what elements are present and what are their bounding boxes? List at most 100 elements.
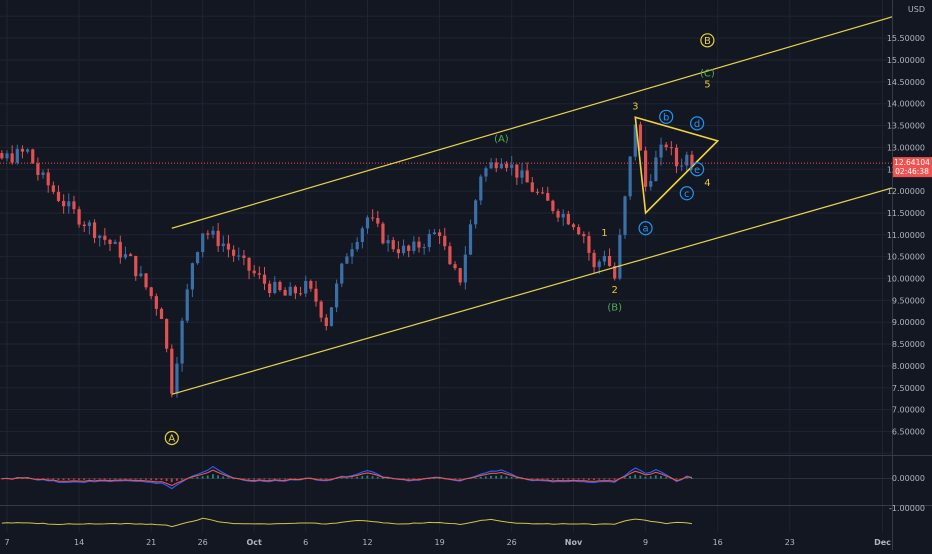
wave-label-sub-a: a [643,224,649,235]
candle-body [669,147,673,149]
candle-body [499,163,503,169]
candle-body [252,270,256,274]
candle-body [149,287,153,297]
candle-body [345,256,349,264]
candle-body [489,162,493,169]
osc-histogram-bar [598,478,601,480]
candle-body [484,168,488,177]
candle-body [633,124,637,157]
candle-body [628,156,632,197]
rsi-line [1,517,693,528]
candle-body [587,236,591,253]
osc-histogram-bar [248,478,250,480]
candle-body [298,293,303,295]
osc-histogram-bar [376,476,379,479]
osc-histogram-bar [340,477,343,479]
wave-labels: A (A) (B) B (C) 1 2 3 4 5 a b c d e [164,33,715,446]
candle-body [211,230,215,235]
osc-histogram-bar [685,477,688,479]
candle-body [0,153,4,159]
candle-body [324,317,328,327]
candle-body [36,163,40,175]
time-tick-label: 19 [435,538,445,547]
candle-body [123,254,128,258]
candle-body [546,192,550,201]
candle-body [257,273,261,275]
osc-histogram-bar [551,478,554,480]
osc-histogram-bar [582,478,585,480]
wave-label-B-circle: B [704,36,711,47]
candle-body [401,245,406,254]
osc-histogram-bar [21,478,24,480]
candle-body [556,211,560,218]
osc-histogram-bar [299,478,302,480]
candle-body [309,281,313,289]
osc-histogram-bar [366,475,369,479]
osc-histogram-bar [490,475,492,479]
candle-body [525,170,529,183]
signal-line [1,469,693,487]
candle-body [77,209,81,225]
candle-body [206,233,210,235]
osc-histogram-bar [103,478,106,480]
candle-body [607,256,612,266]
price-tick-label: 7.00000 [892,406,925,415]
wave-label-wave-4: 4 [704,178,710,189]
osc-histogram-bar [469,478,472,480]
osc-histogram-bar [629,475,631,479]
wave-label-sub-d: d [694,119,700,130]
candle-body [304,281,308,294]
osc-histogram-bar [438,478,441,479]
candle-body [520,170,524,178]
wave-label-sub-c: c [684,189,690,200]
osc-histogram-bar [36,478,39,480]
candle-body [190,263,194,290]
candle-body [365,217,370,229]
osc-histogram-bar [351,477,353,479]
price-tick-label: 11.50000 [887,209,925,218]
wave-label-sub-e: e [694,165,700,176]
candle-body [649,181,653,187]
osc-tick-label: -1.00000 [889,504,925,513]
osc-histogram-bar [634,474,637,479]
candle-body [504,163,509,168]
candle-body [20,148,25,152]
candle-body [232,249,236,256]
wave-label-wave-3: 3 [632,101,638,112]
price-tick-label: 8.50000 [892,340,925,349]
candle-body [432,232,437,234]
candle-body [144,273,148,288]
osc-histogram-bar [119,478,122,480]
osc-histogram-bar [675,478,678,480]
osc-histogram-bar [320,478,322,480]
osc-histogram-bar [52,478,55,480]
osc-tick-label: 0.00000 [892,474,925,483]
current-price-label: 12.64104 [894,158,930,167]
wave-label-B-circle-circle [700,33,715,48]
wave-label-sub-c-circle [679,186,694,201]
candle-body [180,320,184,364]
candle-body [623,196,627,235]
price-tick-label: 9.00000 [892,318,925,327]
osc-histogram-bar [16,478,19,479]
candle-body [72,201,76,210]
price-tick-label: 13.00000 [887,143,925,152]
osc-histogram-bar [495,475,498,479]
candle-body [335,283,339,308]
candle-body [407,245,411,251]
osc-histogram-bar [660,476,662,479]
osc-histogram-bar [201,476,204,479]
osc-histogram-bar [26,478,29,479]
candle-body [412,241,416,251]
osc-histogram-bar [191,477,194,479]
candle-body [268,283,272,294]
time-tick-label: Dec [874,538,891,547]
osc-histogram-bar [335,478,338,480]
oscillator-pane [0,465,892,490]
osc-histogram-bar [98,478,101,480]
osc-histogram-bar [212,474,214,479]
candle-body [221,243,225,247]
candle-body [381,223,385,244]
osc-histogram-bar [536,478,539,480]
